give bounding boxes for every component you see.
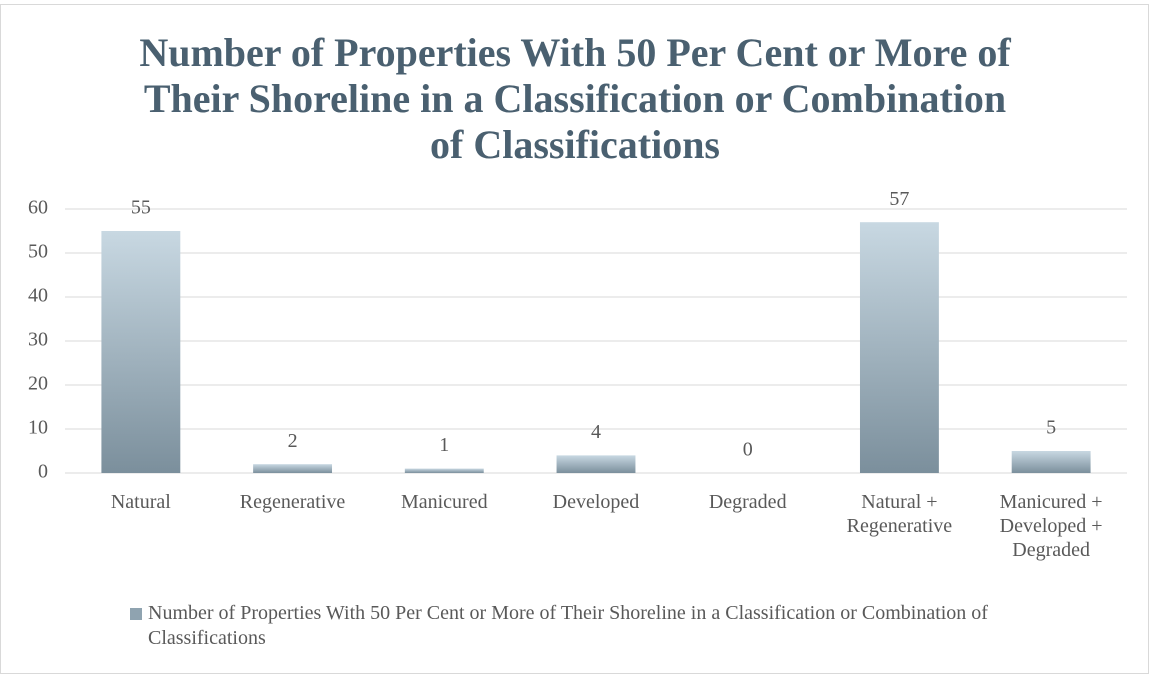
legend: Number of Properties With 50 Per Cent or… <box>130 601 1070 651</box>
x-tick-label: Natural <box>110 491 171 513</box>
bar <box>101 231 181 473</box>
y-tick-label: 50 <box>28 241 48 263</box>
x-tick-label: Developed <box>552 491 640 513</box>
data-label: 5 <box>1046 417 1056 439</box>
x-tick-label: Manicured + Developed + Degraded <box>999 491 1103 561</box>
bar <box>556 455 636 473</box>
legend-label: Number of Properties With 50 Per Cent or… <box>148 602 988 649</box>
y-tick-label: 60 <box>28 197 48 219</box>
y-tick-label: 10 <box>28 417 48 439</box>
bar <box>404 468 484 473</box>
x-tick-label: Degraded <box>708 491 787 513</box>
data-label: 4 <box>591 421 601 443</box>
bar <box>859 222 939 473</box>
data-label: 1 <box>439 434 449 456</box>
data-label: 2 <box>288 430 298 452</box>
x-tick-label: Natural + Regenerative <box>846 491 953 537</box>
y-tick-label: 40 <box>28 285 48 307</box>
data-label: 0 <box>743 439 753 461</box>
y-tick-label: 30 <box>28 329 48 351</box>
legend-swatch <box>130 608 142 620</box>
data-label: 55 <box>131 197 151 219</box>
chart-title: Number of Properties With 50 Per Cent or… <box>139 30 1011 167</box>
data-label: 57 <box>889 188 909 210</box>
x-tick-label: Manicured <box>400 491 488 513</box>
x-tick-label: Regenerative <box>239 491 346 513</box>
y-tick-label: 20 <box>28 373 48 395</box>
bar <box>1011 451 1091 473</box>
y-tick-label: 0 <box>38 461 48 483</box>
bar <box>253 464 333 473</box>
chart-frame <box>0 4 1149 674</box>
